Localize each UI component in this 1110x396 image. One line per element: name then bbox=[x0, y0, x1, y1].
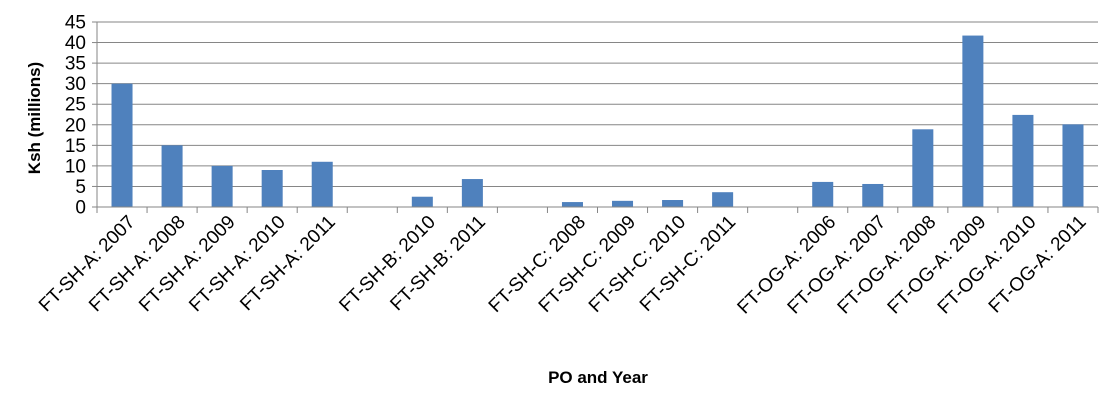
bar bbox=[461, 179, 483, 207]
y-tick-label: 30 bbox=[65, 74, 86, 95]
bar bbox=[561, 202, 583, 207]
y-tick-label: 35 bbox=[65, 54, 86, 75]
y-tick-label: 25 bbox=[65, 95, 86, 116]
x-axis-title: PO and Year bbox=[548, 368, 648, 387]
y-tick-label: 0 bbox=[75, 198, 86, 219]
y-axis-title: Ksh (millions) bbox=[25, 62, 44, 174]
y-tick-label: 15 bbox=[65, 136, 86, 157]
bar bbox=[311, 161, 333, 207]
bar bbox=[1012, 114, 1034, 207]
bar bbox=[662, 200, 684, 207]
bar bbox=[612, 200, 634, 207]
bar bbox=[862, 183, 884, 207]
bar bbox=[1062, 124, 1084, 207]
bar bbox=[261, 170, 283, 207]
gridlines bbox=[97, 21, 1098, 187]
y-tick-label: 10 bbox=[65, 156, 86, 177]
bar bbox=[411, 196, 433, 207]
y-tick-label: 40 bbox=[65, 33, 86, 54]
bar bbox=[111, 83, 133, 207]
bar bbox=[912, 129, 934, 207]
bar bbox=[812, 181, 834, 207]
axes bbox=[96, 22, 1099, 213]
bar bbox=[712, 192, 734, 207]
y-tick-label: 20 bbox=[65, 115, 86, 136]
bars bbox=[111, 35, 1084, 207]
bar bbox=[211, 165, 233, 207]
bar bbox=[161, 145, 183, 207]
y-tick-label: 5 bbox=[75, 177, 86, 198]
y-tick-label: 45 bbox=[65, 13, 86, 34]
bar bbox=[962, 35, 984, 207]
